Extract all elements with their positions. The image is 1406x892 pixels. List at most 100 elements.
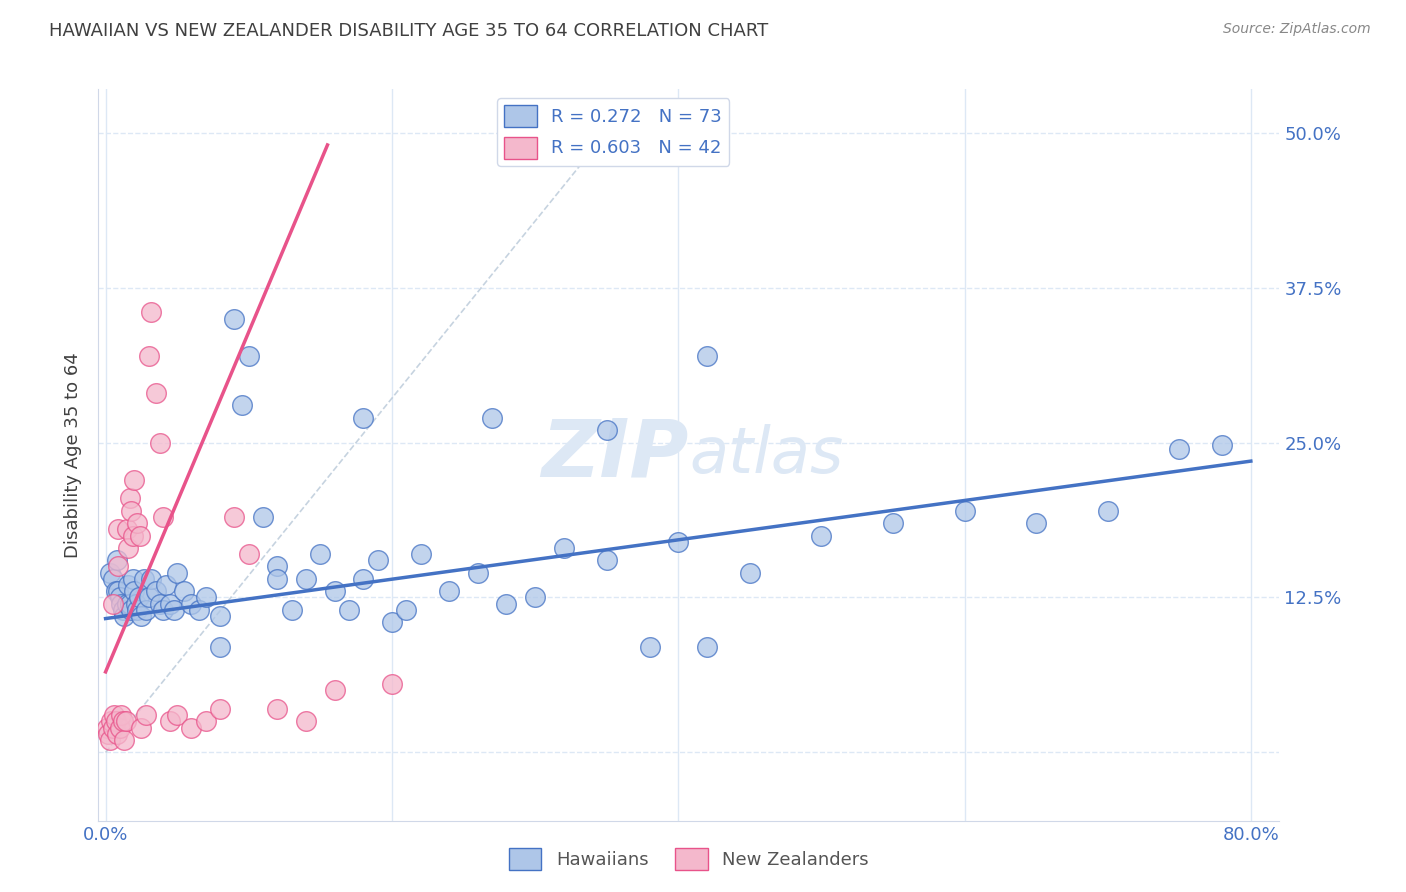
Point (1168, 442, 1191, 456)
Point (104, 584, 127, 599)
Point (953, 504, 976, 518)
Point (194, 591, 217, 605)
Point (224, 311, 246, 326)
Point (97, 727, 120, 741)
Point (173, 584, 195, 599)
Point (141, 572, 163, 586)
Point (138, 349, 160, 363)
Point (118, 491, 141, 506)
Point (437, 584, 460, 599)
Point (96, 721, 118, 735)
Point (696, 640, 718, 654)
Legend: Hawaiians, New Zealanders: Hawaiians, New Zealanders (502, 841, 876, 878)
Point (638, 640, 661, 654)
Point (110, 597, 132, 611)
Point (104, 714, 127, 729)
Point (295, 572, 318, 586)
Point (117, 541, 139, 555)
Point (209, 702, 232, 716)
Point (110, 708, 132, 723)
Point (101, 721, 124, 735)
Point (105, 727, 128, 741)
Point (163, 603, 186, 617)
Point (112, 733, 135, 747)
Text: atlas: atlas (689, 424, 844, 486)
Point (107, 522, 129, 536)
Point (266, 572, 288, 586)
Point (138, 591, 160, 605)
Point (159, 714, 181, 729)
Point (131, 721, 153, 735)
Point (101, 572, 124, 586)
Point (209, 609, 232, 624)
Point (495, 597, 517, 611)
Point (120, 603, 142, 617)
Point (323, 584, 346, 599)
Point (224, 509, 246, 524)
Point (309, 547, 332, 561)
Point (117, 578, 139, 592)
Point (323, 683, 346, 698)
Point (696, 349, 718, 363)
Point (166, 566, 188, 580)
Point (882, 516, 904, 530)
Point (666, 534, 689, 549)
Point (105, 553, 128, 567)
Point (337, 603, 360, 617)
Point (152, 603, 174, 617)
Y-axis label: Disability Age 35 to 64: Disability Age 35 to 64 (65, 352, 83, 558)
Point (124, 597, 146, 611)
Point (280, 603, 302, 617)
Point (98, 566, 121, 580)
Point (121, 528, 143, 542)
Point (135, 603, 157, 617)
Point (467, 566, 489, 580)
Point (810, 528, 832, 542)
Point (252, 509, 274, 524)
Point (352, 572, 374, 586)
Point (125, 516, 148, 530)
Point (98, 733, 121, 747)
Point (115, 522, 138, 536)
Point (125, 603, 148, 617)
Point (352, 410, 374, 425)
Point (107, 559, 129, 574)
Point (122, 473, 145, 487)
Point (103, 708, 125, 723)
Point (738, 566, 761, 580)
Point (1025, 516, 1047, 530)
Point (131, 609, 153, 624)
Point (1211, 438, 1233, 452)
Point (122, 584, 145, 599)
Point (155, 578, 177, 592)
Text: Source: ZipAtlas.com: Source: ZipAtlas.com (1223, 22, 1371, 37)
Point (381, 615, 404, 630)
Point (145, 584, 167, 599)
Point (111, 714, 134, 729)
Point (101, 597, 124, 611)
Point (120, 504, 142, 518)
Point (266, 559, 288, 574)
Point (295, 714, 318, 729)
Point (108, 591, 131, 605)
Point (524, 591, 547, 605)
Point (481, 410, 503, 425)
Point (107, 584, 129, 599)
Point (194, 714, 217, 729)
Point (159, 597, 181, 611)
Point (108, 721, 131, 735)
Point (141, 305, 163, 319)
Point (114, 714, 136, 729)
Point (149, 435, 172, 450)
Text: ZIP: ZIP (541, 416, 689, 494)
Point (135, 708, 157, 723)
Point (112, 609, 135, 624)
Point (595, 553, 617, 567)
Point (238, 349, 260, 363)
Point (187, 603, 209, 617)
Point (129, 528, 152, 542)
Point (121, 572, 143, 586)
Text: HAWAIIAN VS NEW ZEALANDER DISABILITY AGE 35 TO 64 CORRELATION CHART: HAWAIIAN VS NEW ZEALANDER DISABILITY AGE… (49, 22, 769, 40)
Point (152, 509, 174, 524)
Point (118, 597, 141, 611)
